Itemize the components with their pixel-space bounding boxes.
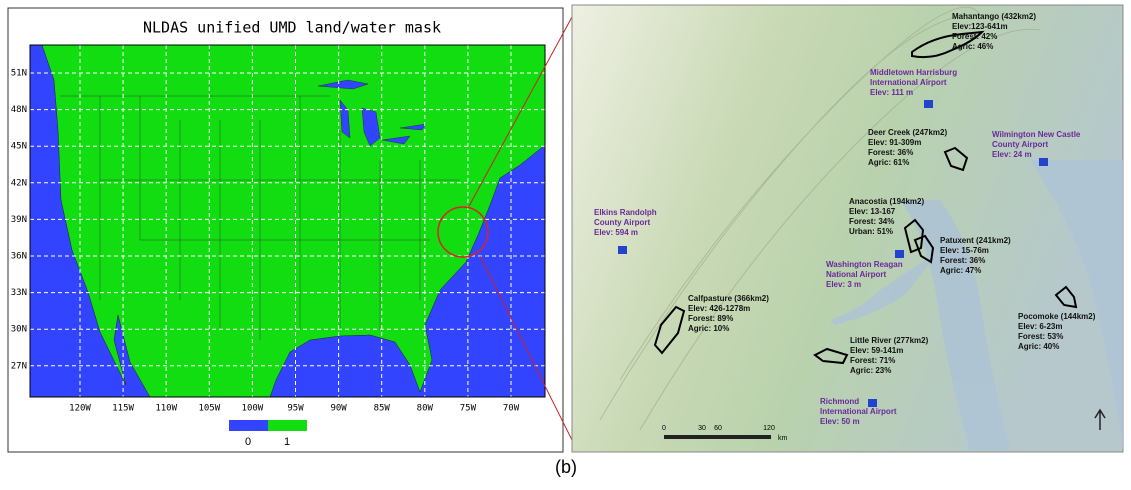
watershed-label: Elev: 59-141m [850, 346, 903, 355]
watershed-label: Anacostia (194km2) [849, 197, 924, 206]
watershed-label: Agric: 10% [688, 324, 729, 333]
airport-label: Elkins Randolph [594, 208, 657, 217]
airport-label: County Airport [594, 218, 650, 227]
watershed-label: Forest: 71% [850, 356, 895, 365]
page: NLDAS unified UMD land/water mask Mahant… [0, 0, 1131, 485]
watershed-label: Elev: 13-167 [849, 207, 896, 216]
map-title: NLDAS unified UMD land/water mask [143, 19, 441, 37]
airport-label: National Airport [826, 270, 886, 279]
airport-icon [618, 246, 627, 254]
watershed-label: Forest: 36% [940, 256, 985, 265]
lat-label: 48N [11, 105, 27, 115]
scale-tick: 120 [763, 425, 775, 432]
airport-label: Middletown Harrisburg [870, 68, 957, 77]
airport-label: Wilmington New Castle [992, 130, 1081, 139]
watershed-label: Forest: 42% [952, 32, 997, 41]
lon-label: 95W [287, 404, 304, 414]
watershed-label: Forest: 89% [688, 314, 733, 323]
watershed-label: Mahantango (432km2) [952, 12, 1036, 21]
lon-label: 80W [417, 404, 434, 414]
airport-label: Richmond [820, 397, 859, 406]
lat-label: 45N [11, 142, 27, 152]
watershed-label: Elev: 15-76m [940, 246, 989, 255]
watershed-label: Forest: 36% [868, 148, 913, 157]
airport-label: Elev: 111 m [870, 88, 913, 97]
watershed-label: Agric: 61% [868, 158, 909, 167]
lat-label: 42N [11, 178, 27, 188]
airport-label: Elev: 50 m [820, 417, 860, 426]
watershed-label: Patuxent (241km2) [940, 236, 1011, 245]
scale-tick: 60 [714, 425, 722, 432]
lon-label: 75W [460, 404, 477, 414]
watershed-label: Agric: 47% [940, 266, 981, 275]
airport-icon [895, 250, 904, 258]
scale-tick: 30 [698, 425, 706, 432]
land-water-map [30, 45, 545, 397]
watershed-label: Agric: 40% [1018, 342, 1059, 351]
right-panel [572, 5, 1123, 452]
lat-label: 39N [11, 215, 27, 225]
lon-label: 100W [242, 404, 264, 414]
lon-label: 110W [155, 404, 177, 414]
airport-label: Elev: 24 m [992, 150, 1032, 159]
legend-label: 0 [245, 436, 251, 448]
watershed-label: Pocomoke (144km2) [1018, 312, 1096, 321]
legend-label: 1 [284, 436, 290, 448]
airport-label: International Airport [870, 78, 947, 87]
lat-label: 36N [11, 252, 27, 262]
lon-label: 105W [198, 404, 220, 414]
watershed-label: Little River (277km2) [850, 336, 929, 345]
airport-label: Elev: 3 m [826, 280, 861, 289]
scale-bar [664, 435, 771, 439]
scale-tick: 0 [662, 425, 666, 432]
watershed-label: Urban: 51% [849, 227, 893, 236]
legend-swatch [268, 420, 307, 431]
caption: (b) [555, 457, 577, 477]
lat-label: 27N [11, 361, 27, 371]
lon-label: 120W [69, 404, 91, 414]
lat-label: 51N [11, 69, 27, 79]
legend-swatch [229, 420, 268, 431]
lon-label: 70W [503, 404, 520, 414]
airport-label: Elev: 594 m [594, 228, 638, 237]
lon-label: 85W [374, 404, 391, 414]
watershed-label: Agric: 46% [952, 42, 993, 51]
watershed-label: Agric: 23% [850, 366, 891, 375]
watershed-label: Forest: 34% [849, 217, 894, 226]
lon-label: 90W [330, 404, 347, 414]
airport-label: International Airport [820, 407, 897, 416]
airport-icon [924, 100, 933, 108]
airport-icon [868, 399, 877, 407]
airport-label: Washington Reagan [826, 260, 903, 269]
watershed-label: Elev:123-641m [952, 22, 1008, 31]
watershed-label: Calfpasture (366km2) [688, 294, 769, 303]
watershed-label: Forest: 53% [1018, 332, 1063, 341]
lon-label: 115W [112, 404, 134, 414]
figure: NLDAS unified UMD land/water mask Mahant… [0, 0, 1131, 485]
scale-unit: km [778, 435, 788, 442]
watershed-label: Elev: 6-23m [1018, 322, 1062, 331]
airport-icon [1039, 158, 1048, 166]
watershed-label: Elev: 426-1278m [688, 304, 750, 313]
watershed-label: Elev: 91-309m [868, 138, 921, 147]
lat-label: 33N [11, 288, 27, 298]
watershed-label: Deer Creek (247km2) [868, 128, 947, 137]
lat-label: 30N [11, 325, 27, 335]
airport-label: County Airport [992, 140, 1048, 149]
